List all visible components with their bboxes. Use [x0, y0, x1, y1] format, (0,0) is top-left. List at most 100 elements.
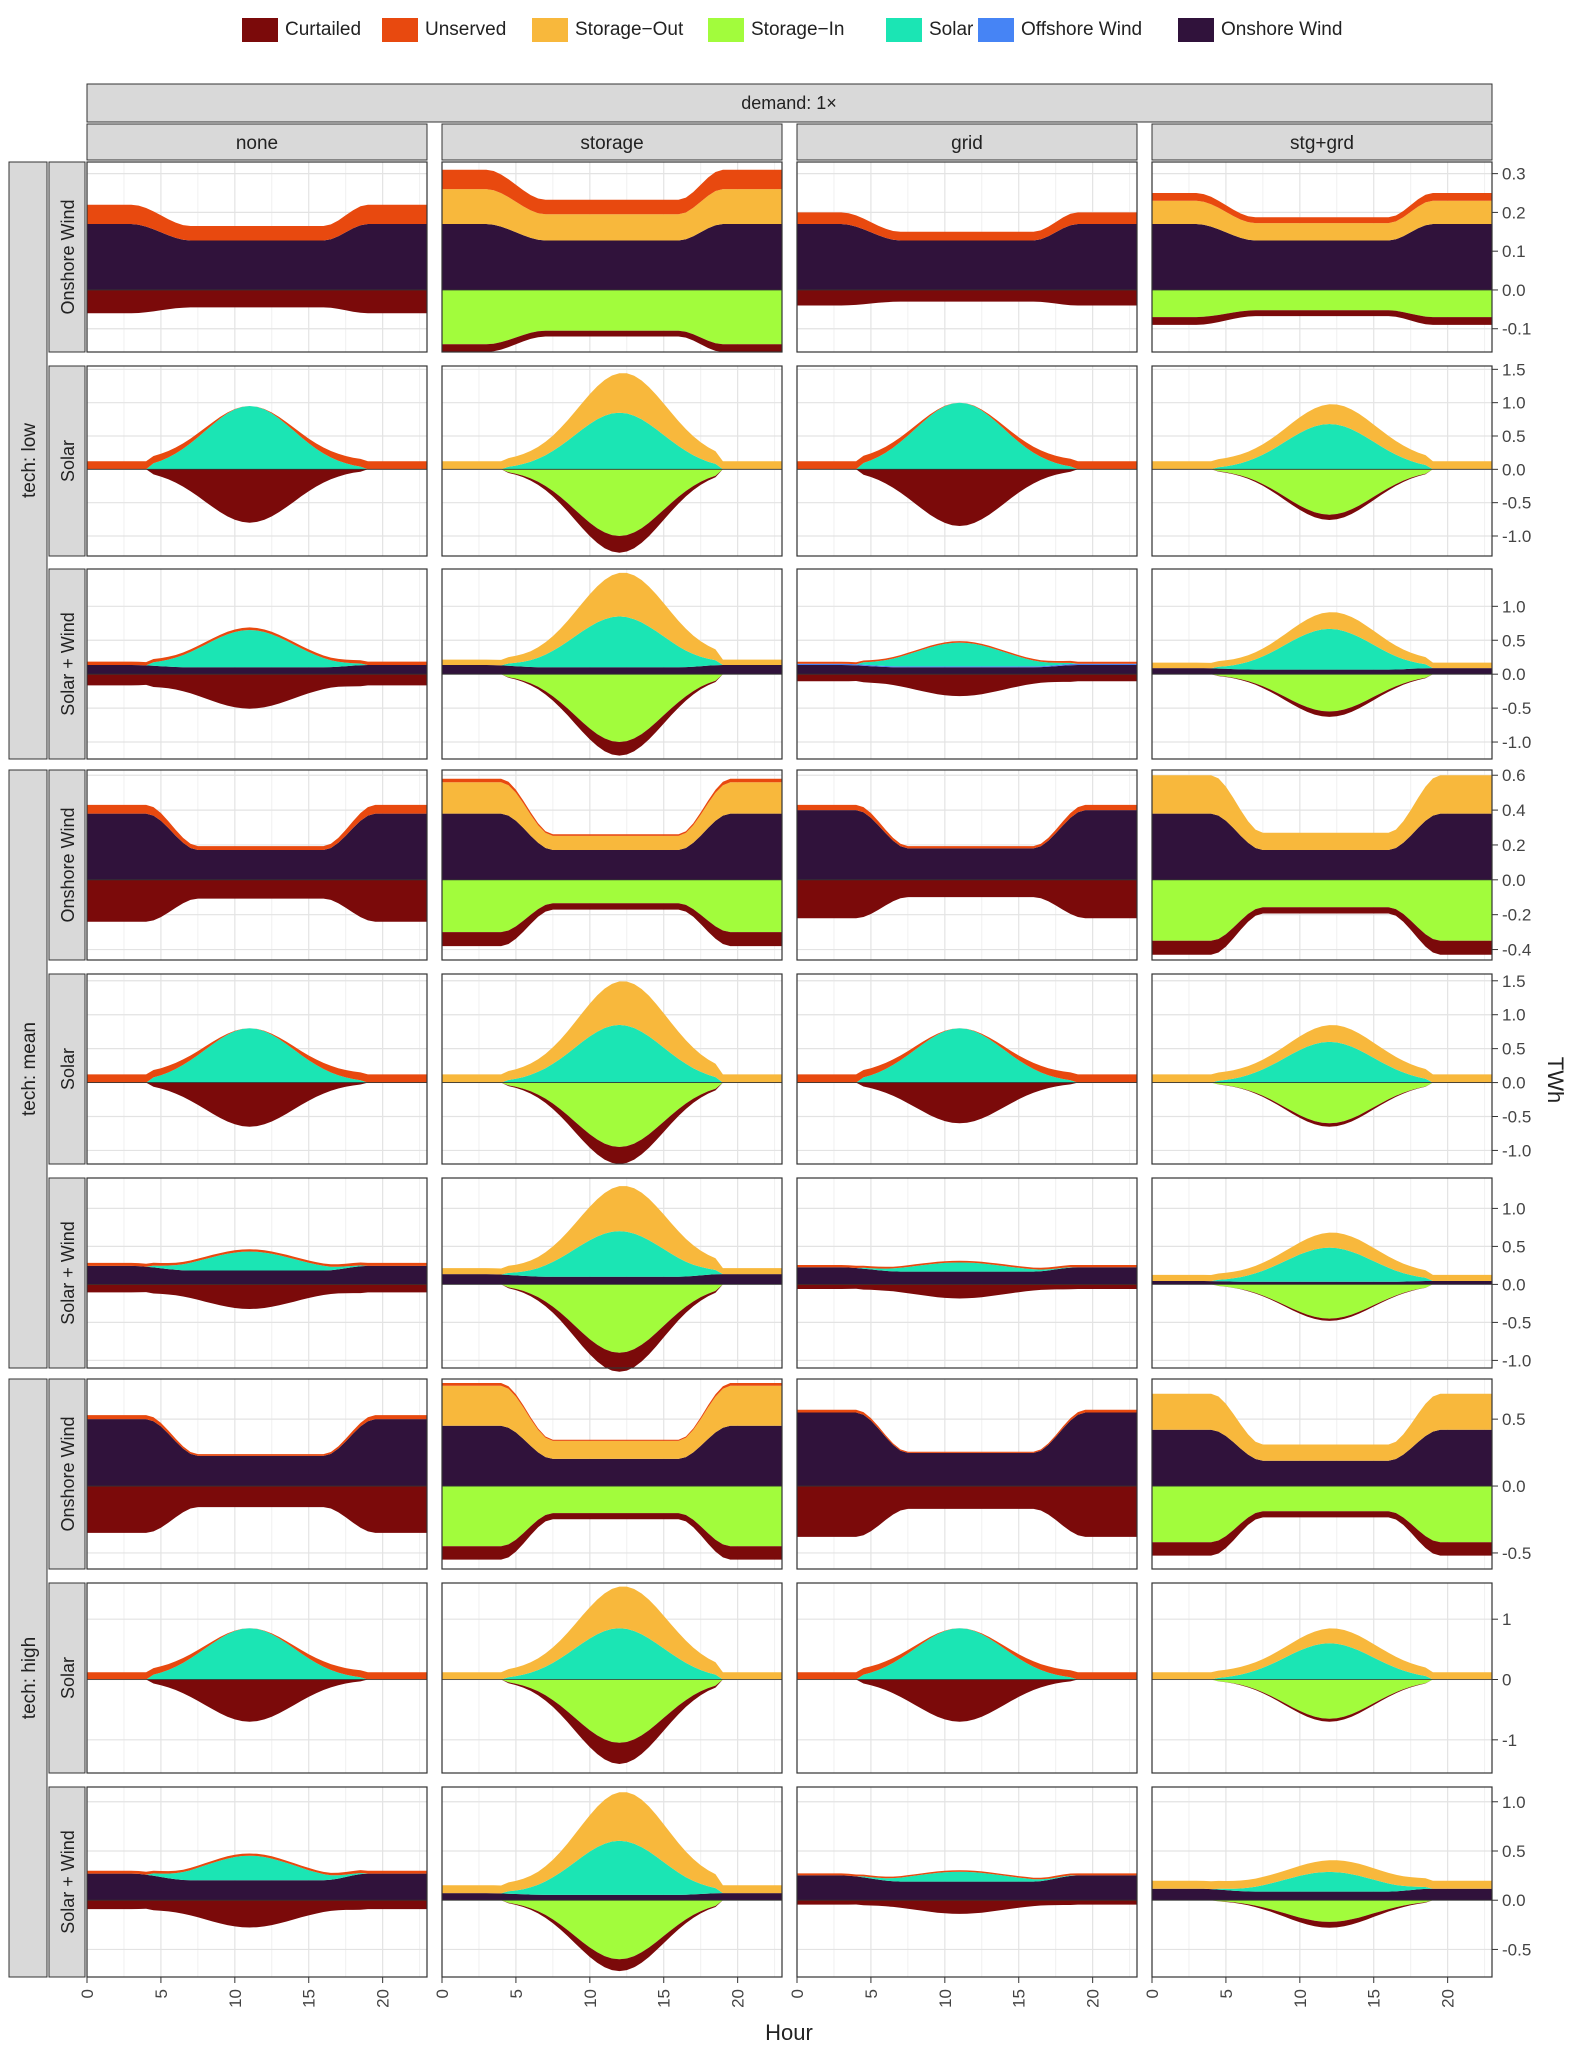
area-series-onshore-wind — [1152, 1429, 1492, 1487]
panel-border — [441, 568, 783, 760]
y-tick-label: -1.0 — [1502, 733, 1531, 752]
area-series-solar — [797, 1028, 1137, 1083]
legend-label: Storage−In — [751, 19, 845, 40]
area-series-storage-out — [1152, 1860, 1492, 1890]
area-series-solar — [442, 412, 782, 470]
y-tick-label: 1.5 — [1502, 972, 1526, 991]
area-series-onshore-wind — [1152, 224, 1492, 290]
area-series-curtailed — [797, 1284, 1137, 1299]
area-series-curtailed — [442, 903, 782, 947]
area-series-curtailed — [797, 1679, 1137, 1722]
legend-label: Onshore Wind — [1221, 19, 1343, 40]
area-series-solar — [797, 402, 1137, 470]
panel-border — [86, 1177, 428, 1369]
area-series-solar — [1152, 1643, 1492, 1680]
legend-swatch — [382, 18, 418, 42]
area-series-curtailed — [87, 1900, 427, 1928]
row-group-strip — [8, 1378, 48, 1978]
x-tick-label: 20 — [1439, 1989, 1458, 2008]
legend-item: Unserved — [382, 18, 506, 42]
y-tick-label: 0.2 — [1502, 836, 1526, 855]
row-strip-label: Onshore Wind — [58, 199, 78, 314]
row-strip-label: Solar + Wind — [58, 612, 78, 716]
area-series-onshore-wind — [797, 1412, 1137, 1487]
panel-border — [796, 1378, 1138, 1570]
row-strip — [48, 973, 86, 1165]
x-tick-label: 15 — [1365, 1989, 1384, 2008]
area-series-solar — [87, 1628, 427, 1680]
panel-border — [1151, 1582, 1493, 1774]
y-tick-label: 0.2 — [1502, 203, 1526, 222]
area-series-storage-out — [1152, 1232, 1492, 1282]
row-strip-label: Solar — [58, 1657, 78, 1699]
area-series-onshore-wind — [87, 665, 427, 675]
area-series-onshore-wind — [87, 224, 427, 290]
panel-border — [441, 1786, 783, 1978]
area-series-curtailed — [442, 469, 782, 553]
x-tick-label: 0 — [1143, 1989, 1162, 1998]
area-series-curtailed — [797, 469, 1137, 526]
area-series-onshore-wind — [87, 1873, 427, 1901]
area-series-onshore-wind — [442, 1274, 782, 1285]
area-series-storage-in — [442, 674, 782, 742]
y-tick-label: 0.5 — [1502, 631, 1526, 650]
legend-label: Storage−Out — [575, 19, 684, 40]
area-series-curtailed — [87, 289, 427, 314]
x-tick-label: 10 — [1291, 1989, 1310, 2008]
area-series-unserved — [797, 1628, 1137, 1680]
area-series-curtailed — [797, 1082, 1137, 1124]
area-series-onshore-wind — [1152, 1281, 1492, 1285]
y-tick-label: 1 — [1502, 1610, 1511, 1629]
panel-border — [86, 1786, 428, 1978]
area-series-unserved — [442, 169, 782, 215]
area-series-solar — [442, 1628, 782, 1680]
area-series-curtailed — [442, 1513, 782, 1560]
area-series-storage-out — [442, 1385, 782, 1459]
area-series-storage-in — [442, 1486, 782, 1547]
x-tick-label: 0 — [78, 1989, 97, 1998]
y-tick-label: 1.0 — [1502, 394, 1526, 413]
row-strip — [48, 1582, 86, 1774]
y-tick-label: 0.5 — [1502, 427, 1526, 446]
area-series-onshore-wind — [797, 665, 1137, 675]
legend-label: Solar — [929, 19, 974, 40]
area-series-onshore-wind — [442, 665, 782, 675]
area-series-solar — [1152, 628, 1492, 670]
legend-item: Curtailed — [242, 18, 361, 42]
area-series-solar — [87, 1028, 427, 1083]
area-series-curtailed — [87, 1486, 427, 1533]
area-series-storage-out — [442, 1586, 782, 1680]
area-series-solar — [442, 1840, 782, 1895]
area-series-storage-out — [442, 572, 782, 666]
y-tick-label: 1.0 — [1502, 1793, 1526, 1812]
y-tick-label: 0.4 — [1502, 801, 1526, 820]
area-series-curtailed — [442, 1679, 782, 1764]
area-series-storage-in — [1152, 289, 1492, 318]
row-strip-label: Onshore Wind — [58, 807, 78, 922]
area-series-onshore-wind — [442, 1425, 782, 1487]
panel-border — [1151, 769, 1493, 961]
area-series-storage-in — [442, 469, 782, 536]
area-series-curtailed — [87, 879, 427, 922]
panel-border — [86, 973, 428, 1165]
area-series-curtailed — [1152, 1511, 1492, 1556]
y-tick-label: 1.0 — [1502, 1006, 1526, 1025]
area-series-solar — [442, 1024, 782, 1083]
area-series-storage-out — [442, 1792, 782, 1894]
area-series-curtailed — [442, 330, 782, 352]
y-tick-label: 0.0 — [1502, 1275, 1526, 1294]
y-tick-label: 0.6 — [1502, 766, 1526, 785]
panel-border — [1151, 568, 1493, 760]
area-series-curtailed — [87, 1679, 427, 1722]
panel-border — [86, 1582, 428, 1774]
row-group-strip-label: tech: low — [19, 423, 40, 498]
row-strip-label: Solar — [58, 1048, 78, 1090]
panel-border — [441, 161, 783, 353]
panel-border — [441, 1582, 783, 1774]
y-tick-label: -1 — [1502, 1731, 1517, 1750]
area-series-solar — [797, 642, 1137, 667]
area-series-curtailed — [797, 879, 1137, 919]
area-series-storage-out — [1152, 612, 1492, 669]
y-tick-label: -0.4 — [1502, 941, 1531, 960]
